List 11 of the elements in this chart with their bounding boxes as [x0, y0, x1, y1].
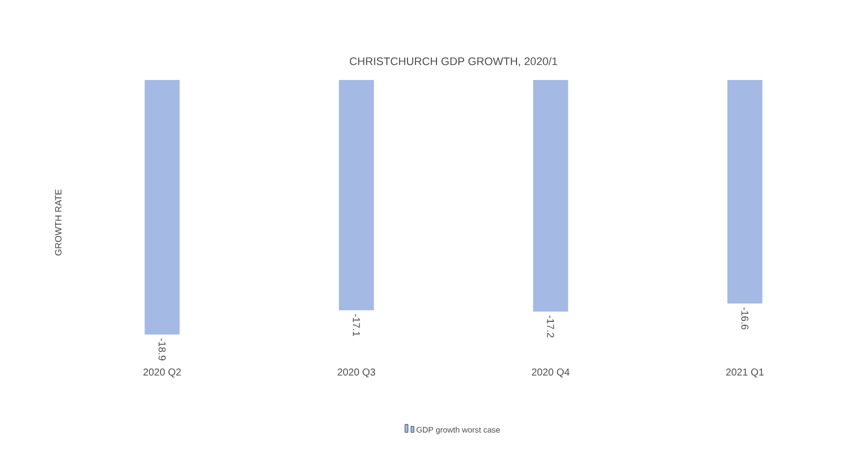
x-tick-label: 2020 Q2	[143, 368, 181, 378]
data-label: -16.6	[741, 307, 748, 330]
x-tick-label: 2021 Q1	[726, 368, 764, 378]
data-label: -17.2	[547, 316, 554, 338]
x-tick-label: 2020 Q3	[338, 368, 376, 378]
legend-label: GDP growth worst case	[416, 426, 500, 434]
chart-title: CHRISTCHURCH GDP GROWTH, 2020/1	[350, 57, 558, 66]
data-label: -17.1	[352, 314, 360, 336]
y-axis-title: GROWTH RATE	[55, 189, 62, 256]
x-tick-label: 2020 Q4	[532, 368, 570, 378]
data-label: -18.9	[158, 338, 166, 360]
